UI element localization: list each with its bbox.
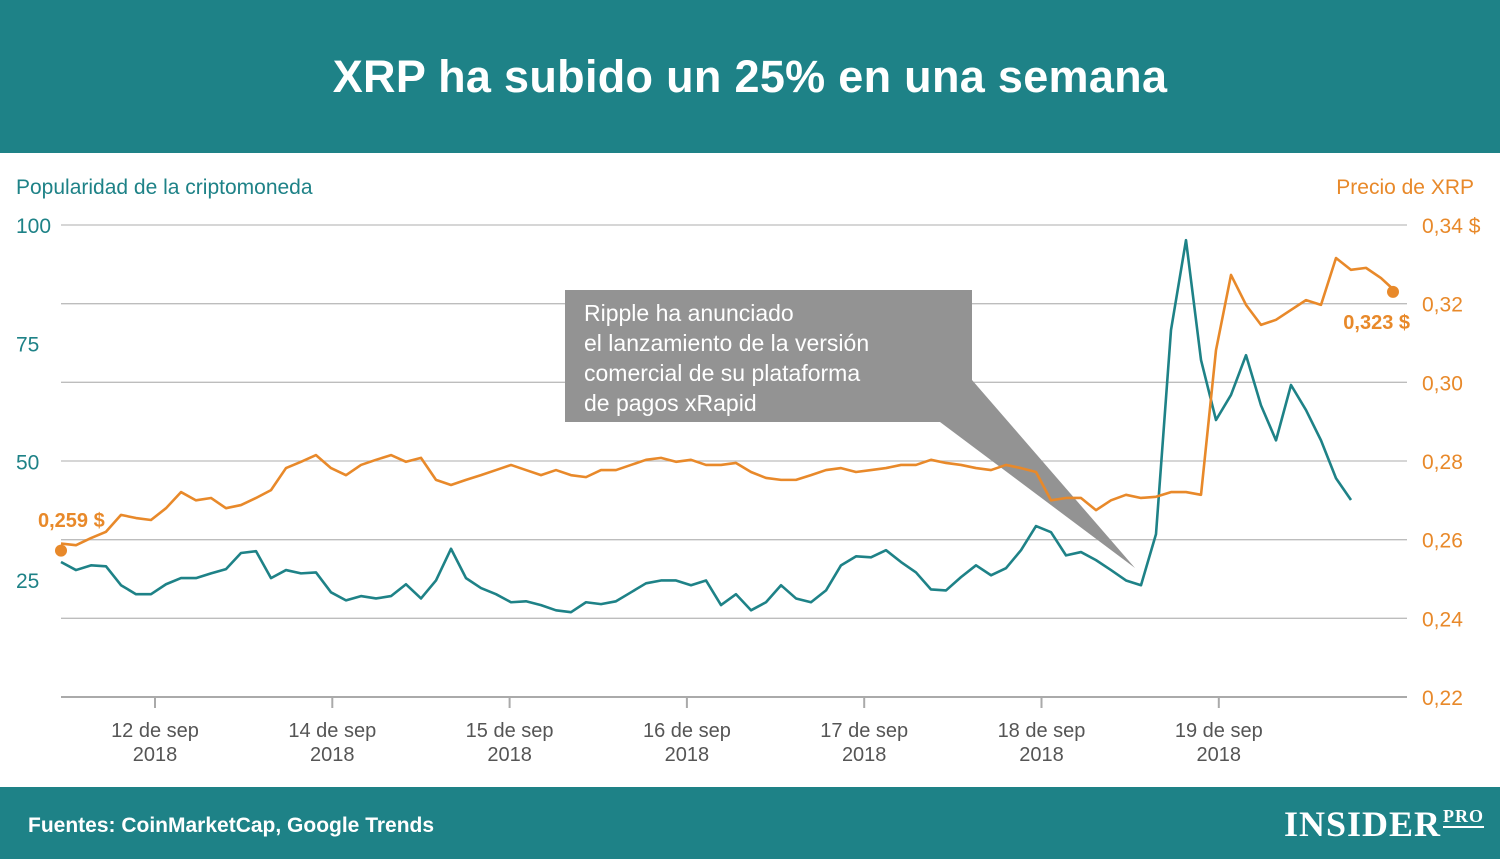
logo-sup: PRO bbox=[1443, 806, 1484, 828]
x-tick-year: 2018 bbox=[487, 744, 532, 766]
annotation-line: Ripple ha anunciado bbox=[584, 300, 794, 326]
left-tick-label: 25 bbox=[16, 570, 39, 593]
annotation-box: Ripple ha anunciado el lanzamiento de la… bbox=[565, 290, 972, 422]
x-tick-year: 2018 bbox=[1197, 744, 1242, 766]
left-axis-label: Popularidad de la criptomoneda bbox=[16, 176, 313, 199]
logo-text: INSIDER bbox=[1283, 804, 1441, 844]
x-tick-label: 18 de sep bbox=[998, 720, 1086, 742]
x-tick-label: 19 de sep bbox=[1175, 720, 1263, 742]
right-tick-label: 0,26 bbox=[1422, 530, 1463, 553]
left-tick-label: 100 bbox=[16, 215, 51, 238]
x-tick-year: 2018 bbox=[133, 744, 178, 766]
source-text: Fuentes: CoinMarketCap, Google Trends bbox=[28, 814, 435, 837]
price-start-dot bbox=[55, 544, 67, 557]
right-axis-label: Precio de XRP bbox=[1336, 176, 1474, 199]
annotation-line: el lanzamiento de la versión bbox=[584, 330, 870, 356]
x-tick-year: 2018 bbox=[842, 744, 887, 766]
right-tick-label: 0,24 bbox=[1422, 608, 1463, 631]
insider-pro-logo: INSIDER PRO bbox=[1284, 803, 1484, 845]
right-tick-label: 0,28 bbox=[1422, 451, 1463, 474]
right-tick-label: 0,32 bbox=[1422, 294, 1463, 317]
price-line bbox=[60, 256, 1397, 547]
chart-title: XRP ha subido un 25% en una semana bbox=[332, 50, 1168, 102]
right-tick-label: 0,22 bbox=[1422, 687, 1463, 710]
x-tick-label: 17 de sep bbox=[820, 720, 908, 742]
popularity-line bbox=[60, 238, 1353, 614]
right-tick-label: 0,34 $ bbox=[1422, 215, 1481, 238]
x-tick-label: 15 de sep bbox=[466, 720, 554, 742]
annotation-line: de pagos xRapid bbox=[584, 390, 757, 416]
x-tick-year: 2018 bbox=[665, 744, 710, 766]
left-tick-label: 50 bbox=[16, 452, 39, 475]
x-tick-year: 2018 bbox=[1019, 744, 1064, 766]
x-tick-year: 2018 bbox=[310, 744, 355, 766]
footer: Fuentes: CoinMarketCap, Google Trends IN… bbox=[0, 787, 1500, 859]
x-tick-label: 14 de sep bbox=[288, 720, 376, 742]
annotation-line: comercial de su plataforma bbox=[584, 360, 861, 386]
price-end-label: 0,323 $ bbox=[1343, 312, 1410, 334]
x-tick-label: 12 de sep bbox=[111, 720, 199, 742]
price-end-dot bbox=[1387, 285, 1399, 298]
price-start-label: 0,259 $ bbox=[38, 510, 105, 532]
header: XRP ha subido un 25% en una semana bbox=[0, 0, 1500, 153]
right-tick-label: 0,30 bbox=[1422, 372, 1463, 395]
x-tick-label: 16 de sep bbox=[643, 720, 731, 742]
left-tick-label: 75 bbox=[16, 333, 39, 356]
